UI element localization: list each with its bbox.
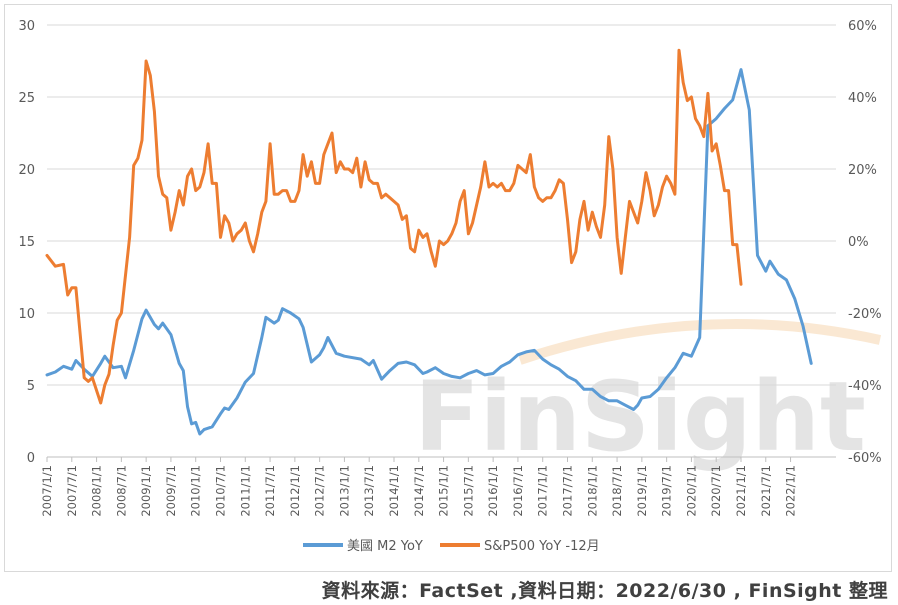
watermark: FinSight <box>414 319 882 473</box>
right-tick-label: -20% <box>848 307 882 322</box>
x-tick-label: 2015/7/1 <box>461 465 475 517</box>
x-tick-label: 2013/7/1 <box>362 465 376 517</box>
sp500-yoy-line <box>45 48 743 405</box>
x-tick-label: 2009/7/1 <box>164 465 178 517</box>
x-tick-label: 2019/1/1 <box>635 465 649 517</box>
left-tick-label: 25 <box>18 91 35 106</box>
m2-yoy-line <box>45 68 813 436</box>
watermark-part1: Fin <box>414 361 581 473</box>
x-tick-label: 2016/1/1 <box>486 465 500 517</box>
x-tick-label: 2016/7/1 <box>511 465 525 517</box>
right-tick-label: 0% <box>848 235 869 250</box>
right-tick-label: 60% <box>848 19 877 34</box>
x-tick-label: 2022/1/1 <box>784 465 798 517</box>
x-tick-label: 2012/7/1 <box>313 465 327 517</box>
x-tick-label: 2019/7/1 <box>660 465 674 517</box>
x-tick-label: 2018/1/1 <box>585 465 599 517</box>
left-tick-label: 20 <box>18 163 35 178</box>
legend: 美國 M2 YoY S&P500 YoY -12月 <box>303 539 600 554</box>
right-tick-label: 20% <box>848 163 877 178</box>
x-tick-label: 2011/1/1 <box>238 465 252 517</box>
x-tick-label: 2008/7/1 <box>114 465 128 517</box>
left-tick-label: 0 <box>27 451 35 466</box>
x-tick-label: 2010/1/1 <box>189 465 203 517</box>
x-tick-label: 2021/1/1 <box>734 465 748 517</box>
right-axis-ticks: -60% -40% -20% 0% 20% 40% 60% <box>848 19 882 466</box>
x-tick-label: 2007/1/1 <box>40 465 54 517</box>
x-tick-label: 2008/1/1 <box>90 465 104 517</box>
x-tick-label: 2010/7/1 <box>213 465 227 517</box>
right-tick-label: 40% <box>848 91 877 106</box>
watermark-part2: Sight <box>581 361 866 473</box>
left-tick-label: 5 <box>27 379 35 394</box>
x-tick-label: 2021/7/1 <box>759 465 773 517</box>
x-tick-label: 2012/1/1 <box>288 465 302 517</box>
legend-label-m2: 美國 M2 YoY <box>347 539 423 554</box>
x-axis-ticks: 2007/1/1 2007/7/1 2008/1/1 2008/7/1 2009/1/1… <box>40 457 798 517</box>
x-tick-label: 2020/1/1 <box>684 465 698 517</box>
watermark-text: FinSight <box>414 361 866 473</box>
x-tick-label: 2014/7/1 <box>412 465 426 517</box>
legend-label-sp500: S&P500 YoY -12月 <box>484 539 600 554</box>
series-layer <box>45 48 813 436</box>
x-tick-label: 2017/1/1 <box>536 465 550 517</box>
x-tick-label: 2020/7/1 <box>709 465 723 517</box>
source-note: 資料來源：FactSet ,資料日期：2022/6/30 , FinSight … <box>321 580 888 602</box>
chart-svg: FinSight 0 5 10 15 20 25 30 -60% -40% -20% 0% 20% 4… <box>18 19 882 554</box>
x-tick-label: 2015/1/1 <box>437 465 451 517</box>
left-tick-label: 15 <box>18 235 35 250</box>
right-tick-label: -60% <box>848 451 882 466</box>
left-tick-label: 30 <box>18 19 35 34</box>
x-tick-label: 2011/7/1 <box>263 465 277 517</box>
x-tick-label: 2007/7/1 <box>65 465 79 517</box>
left-axis-ticks: 0 5 10 15 20 25 30 <box>18 19 35 466</box>
x-tick-label: 2014/1/1 <box>387 465 401 517</box>
x-tick-label: 2017/7/1 <box>560 465 574 517</box>
x-tick-label: 2013/1/1 <box>337 465 351 517</box>
x-tick-label: 2009/1/1 <box>139 465 153 517</box>
right-tick-label: -40% <box>848 379 882 394</box>
left-tick-label: 10 <box>18 307 35 322</box>
x-tick-label: 2018/7/1 <box>610 465 624 517</box>
